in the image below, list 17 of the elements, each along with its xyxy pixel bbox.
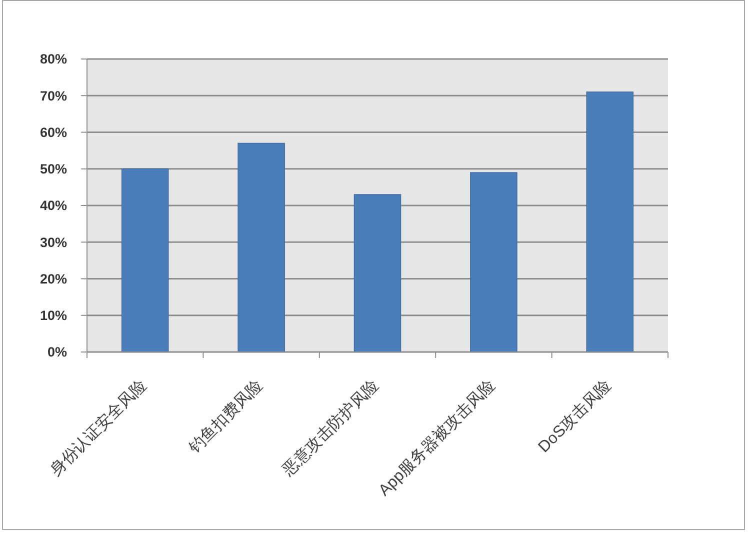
- y-tick-label: 40%: [40, 198, 67, 214]
- bar: [470, 172, 518, 352]
- y-tick-label: 0%: [47, 344, 67, 360]
- bar: [238, 142, 285, 352]
- y-tick-label: 10%: [40, 308, 67, 324]
- x-tick-label: 钓鱼扣费风险: [184, 376, 266, 458]
- bar: [121, 168, 169, 352]
- x-tick-label: 身份认证安全风险: [46, 376, 150, 480]
- bar: [354, 194, 402, 352]
- y-tick-label: 20%: [40, 271, 67, 286]
- y-tick-label: 80%: [40, 52, 67, 67]
- y-tick-label: 50%: [40, 162, 67, 177]
- bar: [586, 92, 634, 352]
- y-tick-label: 60%: [40, 124, 67, 140]
- y-tick-label: 70%: [40, 88, 67, 104]
- y-tick-label: 30%: [40, 234, 67, 250]
- x-tick-label: 恶意攻击防护风险: [278, 376, 382, 480]
